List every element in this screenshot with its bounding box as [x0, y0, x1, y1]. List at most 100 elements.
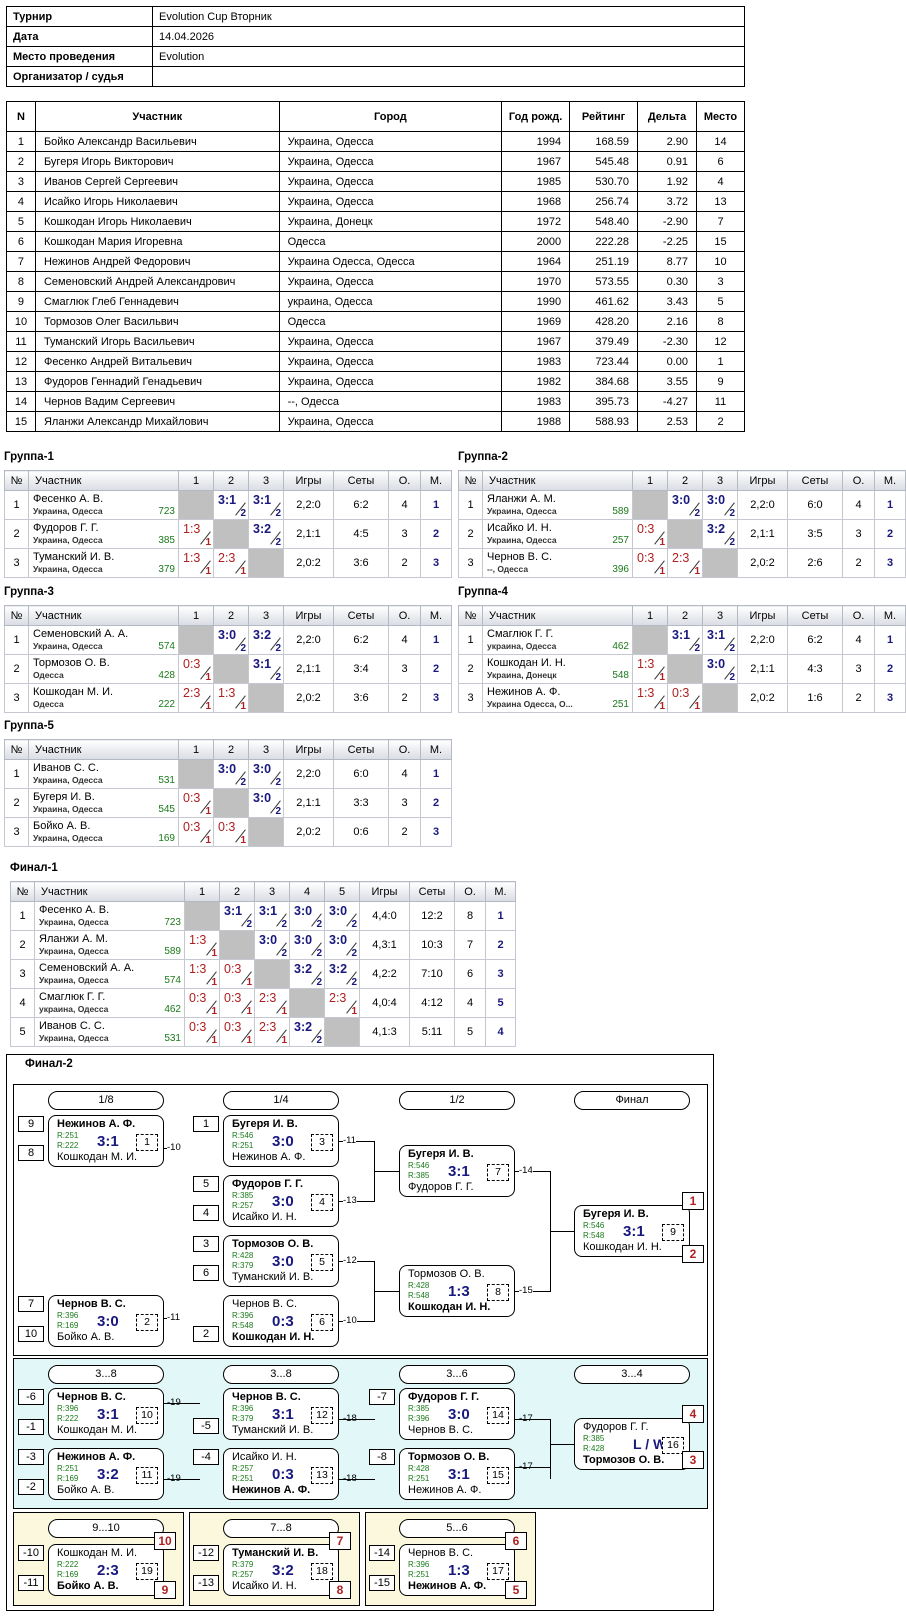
group-row: 1 Иванов С. С. Украина, Одесса 531 3:0 2 3:0 2 2…: [5, 760, 452, 789]
place-cell: 2: [875, 655, 906, 684]
participant-cell: Тормозов О. В. Одесса 428: [29, 655, 179, 684]
place-cell: 2: [486, 931, 516, 960]
participant-name: Смаглюк Г. Г.: [39, 991, 180, 1004]
match-score: 2:3: [97, 1562, 119, 1579]
sets-cell: 12:2: [410, 902, 455, 931]
group-column-header: 1: [633, 606, 668, 626]
match-number: 8: [487, 1284, 509, 1301]
participant-cell: Нежинов А. Ф. Украина Одесса, О... 251: [483, 684, 633, 713]
player-a: Бугеря И. В.: [583, 1208, 649, 1221]
group-column-header: Участник: [29, 740, 179, 760]
row-number: 1: [459, 491, 483, 520]
final-place: 6: [505, 1532, 527, 1550]
group-row: 4 Смаглюк Г. Г. украина, Одесса 462 0:3 1 0:3 1…: [11, 989, 516, 1018]
group-column-header: 3: [249, 740, 284, 760]
group-column-header: 1: [179, 740, 214, 760]
match-box: Исайко И. Н. R:257 R:251 0:3 13 Нежинов А. Ф.: [223, 1448, 339, 1500]
participant-cell: 10: [697, 252, 745, 272]
round-label: 1/2: [399, 1091, 515, 1110]
group-column-header: О.: [389, 471, 421, 491]
participant-cell: 1967: [502, 152, 570, 172]
match-result-cell: 0:3 1: [633, 520, 668, 549]
match-points: 1: [205, 701, 211, 712]
participant-cell: 548.40: [570, 212, 638, 232]
participant-cell: 4: [7, 192, 36, 212]
sets-cell: 6:0: [334, 760, 389, 789]
participant-cell: 222.28: [570, 232, 638, 252]
match-score: 0:3: [224, 1020, 241, 1034]
final-place: 10: [154, 1532, 176, 1550]
info-value: 14.04.2026: [153, 27, 745, 47]
group-column-header: 2: [220, 882, 255, 902]
participant-name: Фесенко А. В.: [33, 493, 174, 506]
participant-cell: 384.68: [570, 372, 638, 392]
match-points: 2: [275, 672, 281, 683]
sets-cell: 3:3: [334, 789, 389, 818]
seed-box: -15: [369, 1575, 395, 1591]
match-score: 3:0: [707, 493, 725, 507]
group-header-row: № Участник 1 2 3 4 5 Игры Сеты О. М.: [11, 882, 516, 902]
group-title: Группа-1: [4, 451, 54, 463]
participant-cell: Семеновский А. А. Украина, Одесса 574: [29, 626, 179, 655]
participant-cell: -2.25: [638, 232, 697, 252]
info-key: Дата: [7, 27, 153, 47]
participant-cell: Кошкодан М. И. Одесса 222: [29, 684, 179, 713]
match-result-cell: 3:0 2: [214, 760, 249, 789]
games-cell: 4,1:3: [360, 1018, 410, 1047]
group-column-header: №: [459, 606, 483, 626]
row-number: 2: [5, 789, 29, 818]
player-b: Фудоров Г. Г.: [408, 1181, 474, 1194]
participant-rating: 531: [158, 775, 175, 786]
group-column-header: Участник: [35, 882, 185, 902]
player-b-rating: R:396: [408, 1414, 429, 1423]
participant-cell: 7: [697, 212, 745, 232]
match-result-cell: 3:0 2: [214, 626, 249, 655]
sets-cell: 4:12: [410, 989, 455, 1018]
bracket-line: [550, 1419, 551, 1479]
participant-cell: Украина, Одесса: [279, 172, 502, 192]
player-b: Кошкодан И. Н.: [583, 1241, 662, 1254]
match-points: 1: [205, 672, 211, 683]
participant-cell: 9: [7, 292, 36, 312]
group-column-header: №: [11, 882, 35, 902]
player-a: Тормозов О. В.: [232, 1238, 313, 1251]
next-match-ref: -19: [167, 1474, 181, 1484]
participant-city: Украина, Одесса: [33, 804, 174, 815]
participant-city: Украина, Одесса: [33, 564, 174, 575]
match-points: 2: [316, 1035, 322, 1046]
match-points: 2: [729, 672, 735, 683]
player-a-rating: R:428: [408, 1281, 429, 1290]
match-box: Тормозов О. В. R:428 R:548 1:3 8 Кошкодан И. …: [399, 1265, 515, 1317]
player-b-rating: R:222: [57, 1414, 78, 1423]
match-points: 2: [351, 948, 357, 959]
player-b: Кошкодан М. И.: [57, 1151, 137, 1164]
round-label: 1/4: [223, 1091, 339, 1110]
participant-cell: Иванов С. С. Украина, Одесса 531: [35, 1018, 185, 1047]
participant-row: 1 Бойко Александр Васильевич Украина, Одес…: [7, 132, 745, 152]
participant-cell: 3: [697, 272, 745, 292]
participant-city: украина, Одесса: [487, 641, 628, 652]
info-key: Организатор / судья: [7, 67, 153, 87]
match-score: 1:3: [189, 933, 206, 947]
group-row: 1 Фесенко А. В. Украина, Одесса 723 3:1 2 3:1 2…: [5, 491, 452, 520]
group-header-row: № Участник 1 2 3 Игры Сеты О. М.: [459, 606, 906, 626]
group-column-header: Сеты: [410, 882, 455, 902]
participant-cell: Иванов С. С. Украина, Одесса 531: [29, 760, 179, 789]
match-score: 1:3: [637, 686, 654, 700]
participant-cell: 9: [697, 372, 745, 392]
games-cell: 2,2:0: [284, 491, 334, 520]
match-score: 3:1: [448, 1466, 470, 1483]
match-score: 3:0: [329, 933, 347, 947]
points-cell: 4: [455, 989, 486, 1018]
participant-city: Одесса: [33, 670, 174, 681]
match-score: 0:3: [272, 1313, 294, 1330]
sets-cell: 1:6: [788, 684, 843, 713]
games-cell: 2,2:0: [284, 626, 334, 655]
participant-name: Яланжи А. М.: [487, 493, 628, 506]
sets-cell: 10:3: [410, 931, 455, 960]
points-cell: 2: [389, 549, 421, 578]
player-b: Бойко А. В.: [57, 1484, 114, 1497]
games-cell: 2,0:2: [284, 818, 334, 847]
games-cell: 2,0:2: [738, 549, 788, 578]
next-match-ref: -17: [519, 1414, 533, 1424]
